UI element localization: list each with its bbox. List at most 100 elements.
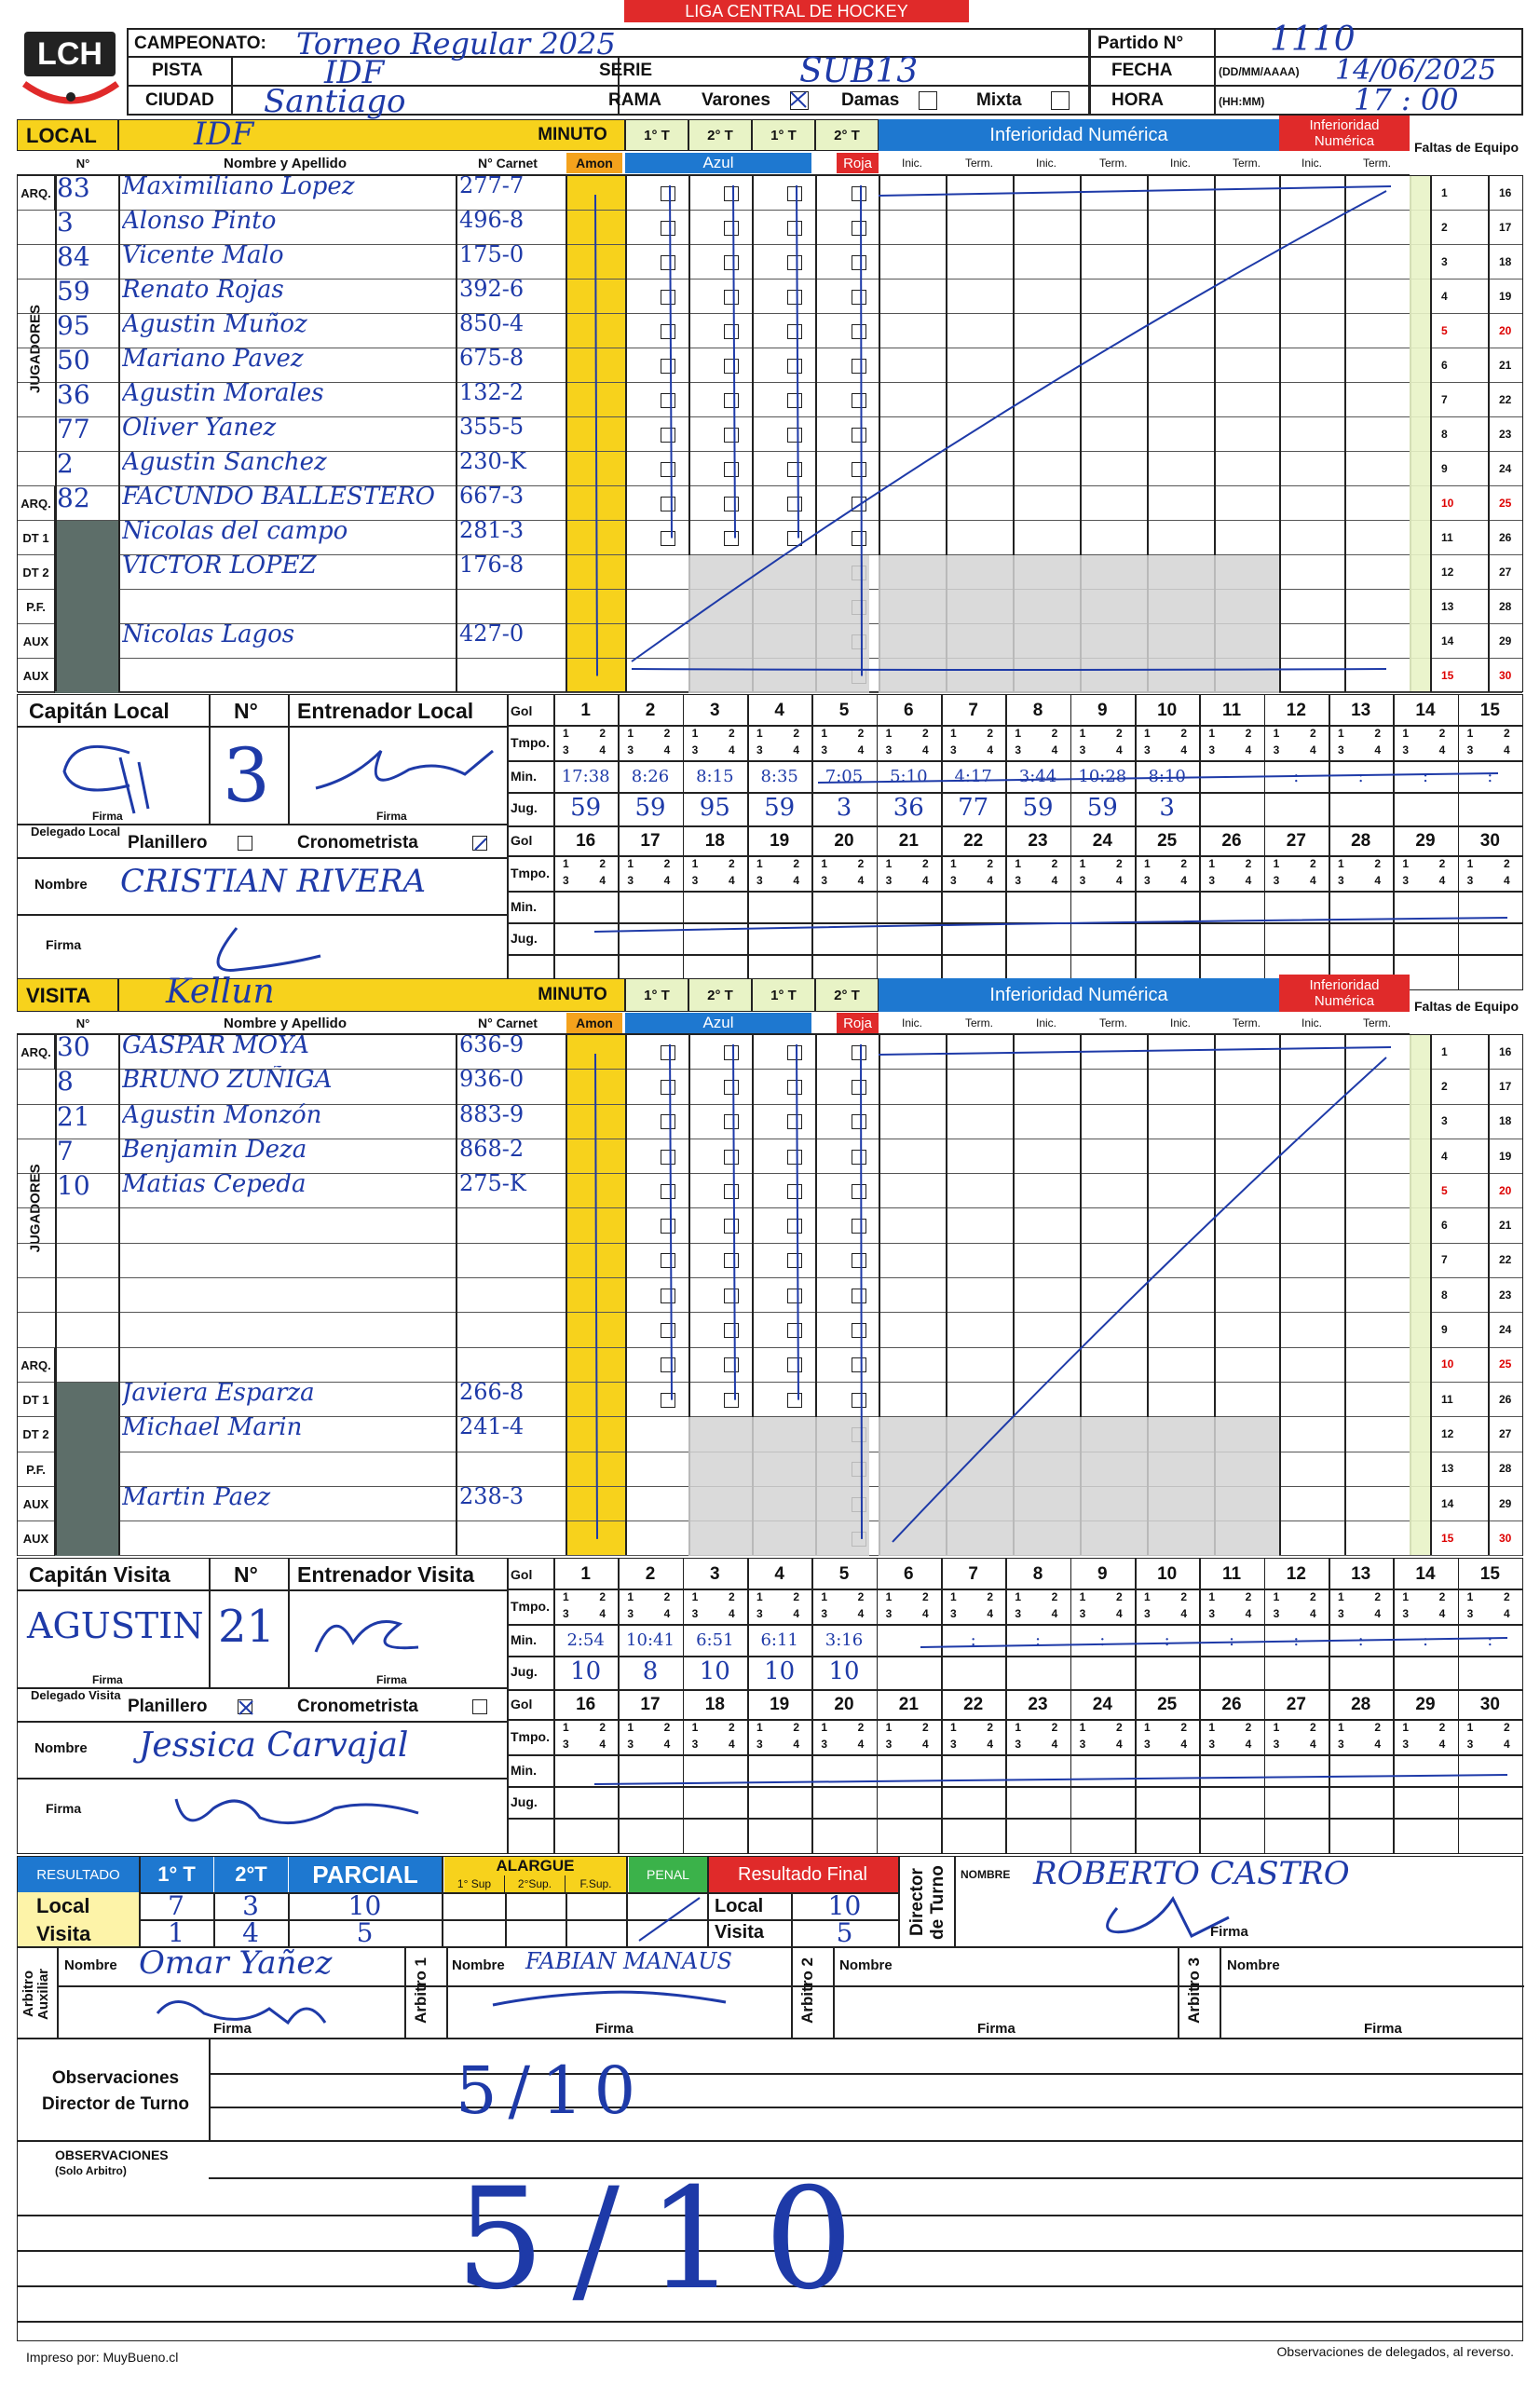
quarter-number[interactable]: 4 — [1245, 743, 1252, 757]
player-number[interactable]: 8 — [57, 1066, 74, 1098]
local-parcial-score[interactable]: 10 — [348, 1890, 382, 1921]
quarter-number[interactable]: 1 — [885, 1590, 893, 1603]
goal-player[interactable]: 36 — [893, 794, 924, 822]
red-card-checkbox[interactable] — [852, 1219, 866, 1234]
quarter-number[interactable]: 2 — [1180, 857, 1188, 870]
player-name[interactable]: Oliver Yanez — [122, 414, 277, 442]
player-carnet[interactable]: 392-6 — [459, 276, 525, 302]
player-name[interactable]: Mariano Pavez — [122, 345, 304, 373]
red-card-checkbox[interactable] — [852, 1149, 866, 1165]
quarter-number[interactable]: 3 — [1466, 1607, 1474, 1620]
red-card-checkbox[interactable] — [852, 1357, 866, 1373]
quarter-number[interactable]: 4 — [1245, 1607, 1252, 1620]
quarter-number[interactable]: 4 — [1504, 1738, 1510, 1751]
capitan-local-num[interactable]: 3 — [223, 732, 270, 819]
player-number[interactable]: 36 — [57, 379, 90, 410]
quarter-number[interactable]: 3 — [563, 874, 569, 887]
quarter-number[interactable]: 1 — [627, 1590, 634, 1603]
goal-player[interactable]: 10 — [764, 1657, 796, 1685]
blue-card-checkbox[interactable] — [724, 1044, 739, 1060]
quarter-number[interactable]: 1 — [1466, 857, 1474, 870]
visita-t1-score[interactable]: 1 — [168, 1917, 184, 1948]
player-carnet[interactable]: 636-9 — [459, 1031, 525, 1057]
quarter-number[interactable]: 3 — [756, 1607, 763, 1620]
goal-player[interactable] — [1070, 1656, 1135, 1687]
quarter-number[interactable]: 4 — [1310, 874, 1316, 887]
damas-checkbox[interactable] — [919, 91, 937, 110]
falta-number-right[interactable]: 25 — [1499, 496, 1512, 510]
quarter-number[interactable]: 2 — [987, 1590, 994, 1603]
quarter-number[interactable]: 2 — [1310, 1590, 1316, 1603]
falta-number-right[interactable]: 28 — [1499, 1462, 1512, 1476]
goal-player[interactable] — [941, 1656, 1005, 1687]
player-number[interactable]: 95 — [57, 310, 90, 341]
quarter-number[interactable]: 1 — [821, 727, 828, 740]
goal-player[interactable] — [1458, 1656, 1522, 1687]
falta-number-right[interactable]: 27 — [1499, 1426, 1512, 1440]
falta-number-left[interactable]: 3 — [1441, 1114, 1448, 1128]
quarter-number[interactable]: 2 — [1116, 727, 1123, 740]
serie-value[interactable]: SUB13 — [799, 52, 919, 90]
goal-minute[interactable]: 8:10 — [1148, 766, 1186, 786]
goal-minute[interactable]: 8:15 — [696, 766, 734, 786]
goal-player[interactable]: 59 — [634, 794, 666, 822]
falta-number-left[interactable]: 11 — [1441, 1392, 1453, 1406]
falta-number-left[interactable]: 2 — [1441, 1079, 1448, 1093]
quarter-number[interactable]: 2 — [857, 857, 865, 870]
quarter-number[interactable]: 2 — [793, 727, 800, 740]
falta-number-left[interactable]: 14 — [1441, 1496, 1454, 1510]
goal-minute[interactable]: : — [1357, 766, 1364, 786]
falta-number-right[interactable]: 28 — [1499, 599, 1512, 613]
quarter-number[interactable]: 4 — [1438, 874, 1446, 887]
quarter-number[interactable]: 3 — [1079, 1607, 1086, 1620]
quarter-number[interactable]: 1 — [627, 857, 634, 870]
player-carnet[interactable]: 132-2 — [459, 379, 525, 405]
goal-minute[interactable] — [877, 1624, 941, 1656]
quarter-number[interactable]: 4 — [1438, 1607, 1446, 1620]
quarter-number[interactable]: 4 — [599, 1738, 606, 1751]
quarter-number[interactable]: 1 — [1015, 1721, 1022, 1734]
falta-number-left[interactable]: 13 — [1441, 1462, 1454, 1476]
red-card-checkbox[interactable] — [852, 1323, 866, 1339]
quarter-number[interactable]: 4 — [1116, 1738, 1123, 1751]
goal-player[interactable]: 59 — [1086, 794, 1118, 822]
goal-player[interactable] — [1264, 1656, 1329, 1687]
quarter-number[interactable]: 2 — [1438, 727, 1446, 740]
capitan-visita-name[interactable]: AGUSTIN — [27, 1605, 204, 1646]
quarter-number[interactable]: 2 — [922, 857, 929, 870]
quarter-number[interactable]: 3 — [1144, 743, 1151, 757]
quarter-number[interactable]: 1 — [885, 1721, 893, 1734]
goal-minute[interactable]: 4:17 — [954, 766, 992, 786]
quarter-number[interactable]: 2 — [1051, 857, 1058, 870]
quarter-number[interactable]: 4 — [1051, 1738, 1058, 1751]
player-name[interactable]: Renato Rojas — [122, 276, 284, 304]
quarter-number[interactable]: 1 — [1338, 1590, 1344, 1603]
quarter-number[interactable]: 1 — [1079, 857, 1086, 870]
quarter-number[interactable]: 4 — [922, 743, 929, 757]
falta-number-right[interactable]: 17 — [1499, 220, 1512, 234]
blue-card-checkbox[interactable] — [661, 1114, 675, 1130]
quarter-number[interactable]: 2 — [1504, 727, 1510, 740]
player-carnet[interactable]: 281-3 — [459, 517, 525, 543]
quarter-number[interactable]: 2 — [987, 857, 994, 870]
quarter-number[interactable]: 3 — [1144, 1738, 1151, 1751]
quarter-number[interactable]: 3 — [1466, 1738, 1474, 1751]
quarter-number[interactable]: 4 — [1180, 874, 1188, 887]
quarter-number[interactable]: 1 — [1338, 857, 1344, 870]
goal-minute[interactable]: : — [1099, 1630, 1106, 1650]
quarter-number[interactable]: 3 — [1015, 1607, 1022, 1620]
player-name[interactable]: Agustin Muñoz — [122, 310, 307, 338]
delegado-local-nombre[interactable]: CRISTIAN RIVERA — [120, 863, 427, 900]
falta-number-left[interactable]: 10 — [1441, 496, 1454, 510]
goal-player[interactable]: 3 — [836, 794, 852, 822]
goal-minute[interactable]: 2:54 — [566, 1630, 605, 1650]
red-card-checkbox[interactable] — [852, 1392, 866, 1408]
quarter-number[interactable]: 2 — [857, 1721, 865, 1734]
quarter-number[interactable]: 2 — [729, 727, 735, 740]
goal-player[interactable] — [1199, 792, 1263, 824]
quarter-number[interactable]: 3 — [563, 743, 569, 757]
quarter-number[interactable]: 3 — [1466, 743, 1474, 757]
blue-card-checkbox[interactable] — [661, 1079, 675, 1095]
quarter-number[interactable]: 2 — [857, 1590, 865, 1603]
quarter-number[interactable]: 4 — [1180, 1738, 1188, 1751]
